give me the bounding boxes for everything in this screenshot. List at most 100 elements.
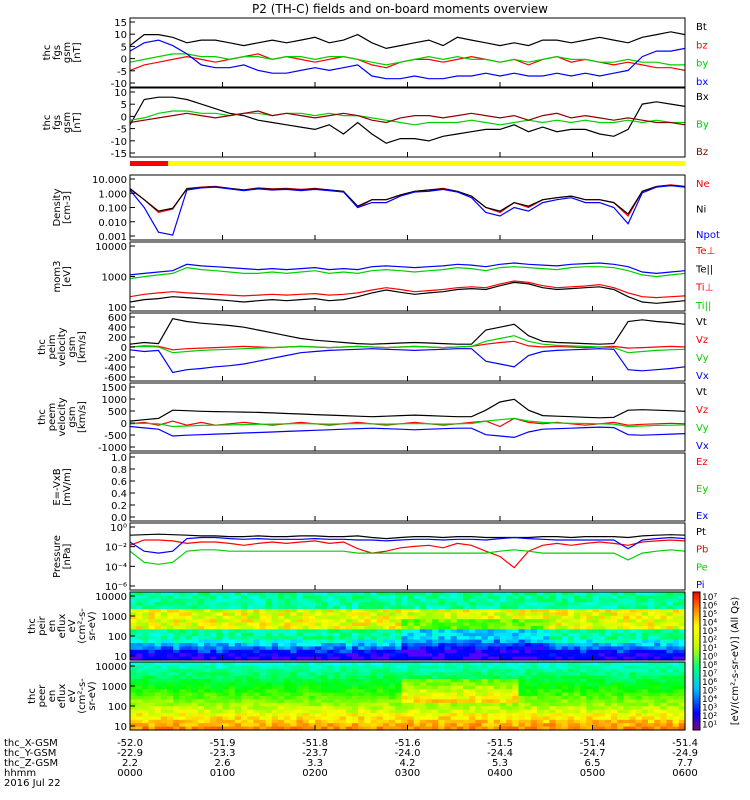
- spectrogram-cell: [154, 719, 162, 724]
- spectrogram-cell: [555, 643, 563, 647]
- spectrogram-cell: [358, 679, 365, 683]
- spectrogram-cell: [308, 723, 316, 728]
- spectrogram-cell: [537, 723, 544, 728]
- spectrogram-cell: [524, 649, 532, 654]
- spectrogram-cell: [228, 685, 236, 690]
- spectrogram-cell: [561, 595, 569, 600]
- spectrogram-cell: [672, 629, 680, 634]
- spectrogram-cell: [191, 612, 199, 617]
- spectrogram-cell: [167, 609, 174, 613]
- spectrogram-cell: [296, 685, 304, 690]
- spectrogram-cell: [364, 702, 372, 707]
- spectrogram-cell: [204, 719, 211, 724]
- spectrogram-cell: [247, 605, 254, 610]
- spectrogram-cell: [327, 685, 335, 690]
- spectrogram-cell: [580, 723, 587, 728]
- spectrogram-cell: [419, 595, 427, 600]
- spectrogram-cell: [604, 649, 612, 654]
- spectrogram-cell: [586, 592, 594, 596]
- spectrogram-cell: [530, 615, 538, 620]
- spectrogram-cell: [432, 653, 439, 658]
- spectrogram-cell: [370, 713, 378, 717]
- spectrogram-cell: [204, 716, 211, 721]
- spectrogram-cell: [549, 629, 557, 634]
- spectrogram-cell: [524, 612, 532, 617]
- spectrogram-cell: [142, 598, 150, 603]
- spectrogram-cell: [481, 706, 489, 711]
- spectrogram-cell: [376, 713, 384, 717]
- spectrogram-cell: [561, 636, 569, 641]
- spectrogram-cell: [173, 598, 180, 603]
- spectrogram-cell: [179, 629, 187, 634]
- spectrogram-cell: [315, 615, 322, 620]
- spectrogram-cell: [419, 622, 427, 627]
- spectrogram-cell: [302, 653, 310, 658]
- spectrogram-cell: [623, 615, 631, 620]
- spectrogram-cell: [382, 672, 390, 677]
- spectrogram-cell: [469, 626, 476, 630]
- spectrogram-cell: [444, 626, 452, 630]
- spectrogram-cell: [339, 636, 347, 641]
- spectrogram-cell: [580, 649, 587, 654]
- spectrogram-cell: [432, 636, 439, 641]
- spectrogram-cell: [185, 643, 193, 647]
- spectrogram-cell: [259, 709, 267, 714]
- spectrogram-cell: [352, 709, 359, 714]
- spectrogram-cell: [376, 643, 384, 647]
- spectrogram-cell: [345, 632, 353, 637]
- spectrogram-cell: [333, 672, 341, 677]
- spectrogram-cell: [345, 692, 353, 697]
- spectrogram-cell: [592, 646, 600, 651]
- spectrogram-cell: [358, 598, 365, 603]
- spectrogram-cell: [537, 639, 544, 644]
- spectrogram-cell: [382, 699, 390, 704]
- spectrogram-cell: [518, 702, 526, 707]
- spectrogram-cell: [580, 685, 587, 690]
- spectrogram-cell: [586, 672, 594, 677]
- spectrogram-cell: [641, 619, 649, 624]
- spectrogram-cell: [549, 696, 557, 700]
- spectrogram-cell: [463, 622, 470, 627]
- spectrogram-cell: [481, 615, 489, 620]
- spectrogram-cell: [389, 685, 396, 690]
- spectrogram-cell: [216, 605, 224, 610]
- spectrogram-cell: [537, 592, 544, 596]
- spectrogram-cell: [222, 592, 230, 596]
- spectrogram-cell: [284, 723, 291, 728]
- spectrogram-cell: [358, 665, 365, 670]
- legend-label: Npot: [696, 230, 720, 241]
- spectrogram-cell: [463, 615, 470, 620]
- spectrogram-cell: [493, 702, 501, 707]
- spectrogram-cell: [629, 612, 637, 617]
- spectrogram-cell: [580, 626, 587, 630]
- spectrogram-cell: [413, 672, 421, 677]
- spectrogram-cell: [148, 629, 156, 634]
- spectrogram-cell: [370, 619, 378, 624]
- spectrogram-cell: [333, 656, 341, 661]
- spectrogram-cell: [530, 692, 538, 697]
- spectrogram-cell: [290, 672, 298, 677]
- spectrogram-cell: [592, 626, 600, 630]
- spectrogram-cell: [654, 726, 661, 731]
- spectrogram-cell: [586, 668, 594, 673]
- spectrogram-cell: [173, 656, 180, 661]
- spectrogram-cell: [426, 646, 433, 651]
- spectrogram-cell: [327, 656, 335, 661]
- spectrogram-cell: [635, 696, 643, 700]
- spectrogram-cell: [204, 702, 211, 707]
- spectrogram-cell: [413, 609, 421, 613]
- spectrogram-cell: [549, 646, 557, 651]
- spectrogram-cell: [666, 626, 674, 630]
- spectrogram-cell: [654, 719, 661, 724]
- spectrogram-cell: [259, 595, 267, 600]
- spectrogram-cell: [592, 716, 600, 721]
- spectrogram-cell: [678, 626, 686, 630]
- spectrogram-cell: [345, 609, 353, 613]
- spectrogram-cell: [469, 592, 476, 596]
- legend-label: Vx: [696, 371, 709, 382]
- series-Ti_par: [129, 266, 686, 280]
- spectrogram-cell: [389, 662, 396, 666]
- spectrogram-cell: [259, 598, 267, 603]
- spectrogram-cell: [586, 706, 594, 711]
- spectrogram-cell: [524, 656, 532, 661]
